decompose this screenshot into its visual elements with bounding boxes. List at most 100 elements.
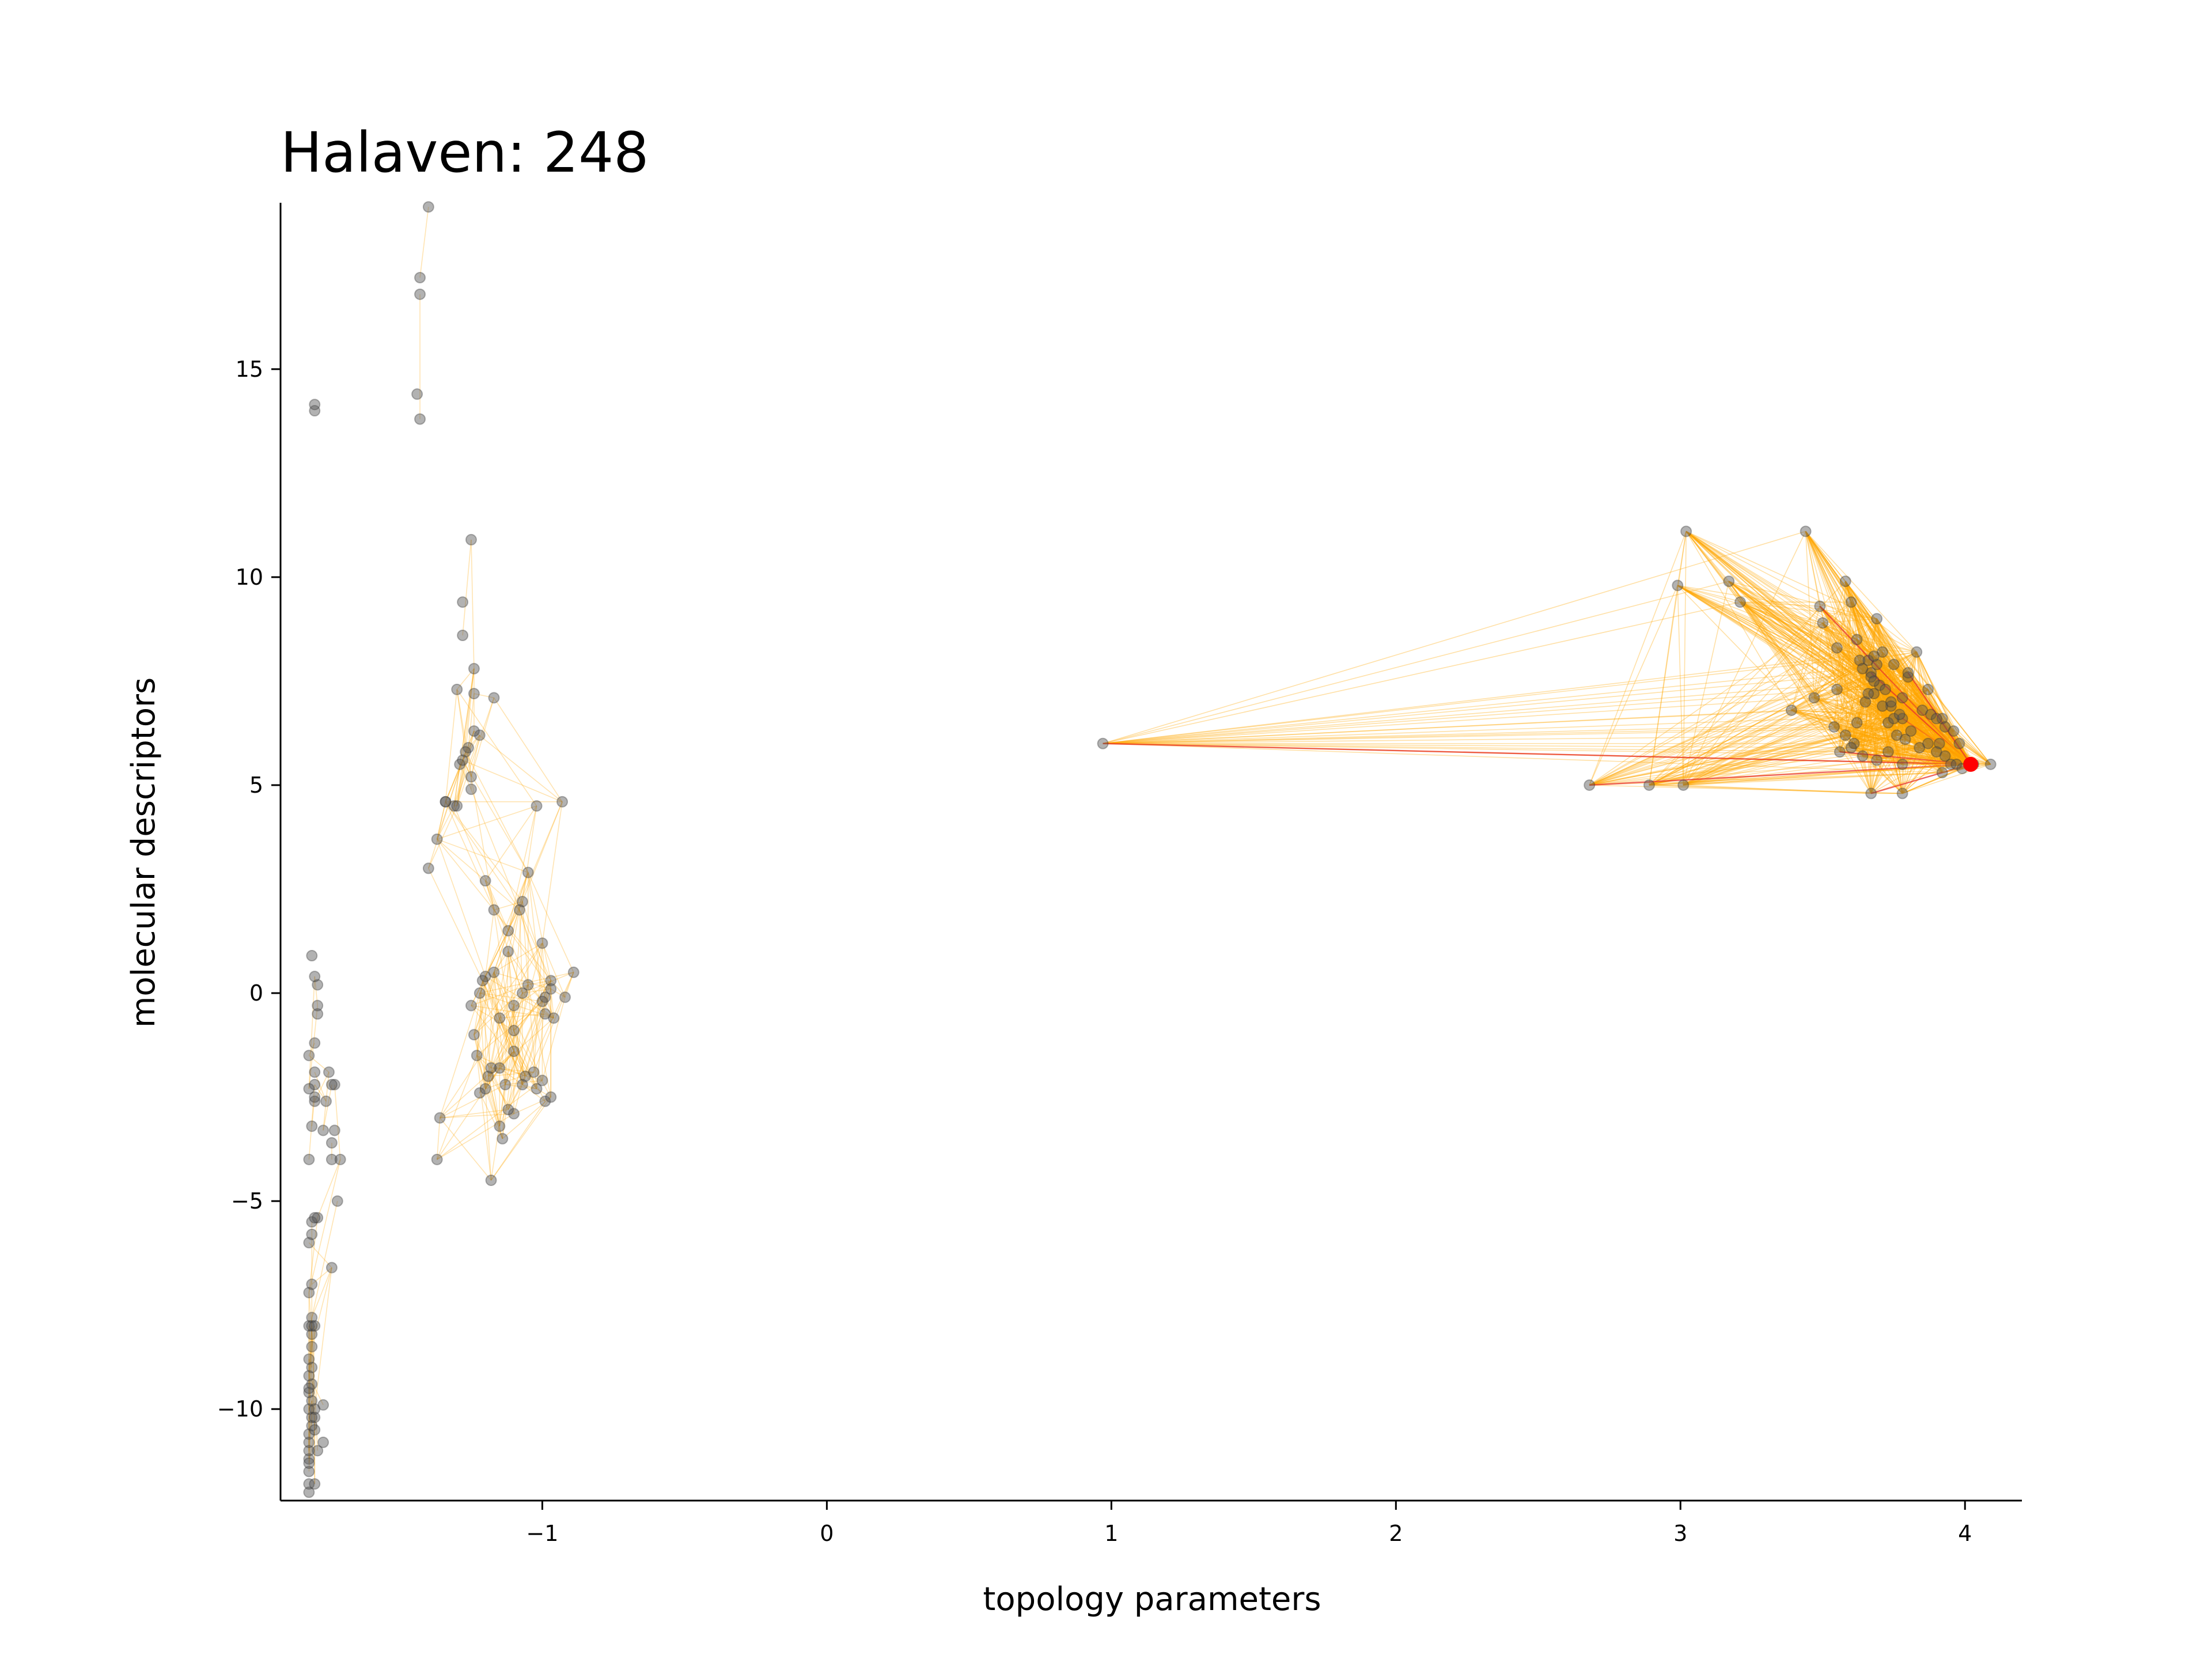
edge-line	[1876, 664, 1897, 736]
edge-line	[505, 1080, 543, 1085]
edge-line	[1589, 660, 1860, 786]
data-point	[312, 1211, 324, 1224]
edge-line	[1836, 684, 1880, 690]
edge-line	[499, 1018, 523, 1085]
edge-line	[541, 997, 566, 1081]
data-point	[306, 1340, 318, 1353]
data-point	[309, 399, 321, 411]
data-point	[451, 683, 463, 695]
edge-line	[1882, 706, 1889, 723]
data-point	[303, 1370, 315, 1382]
edge-line	[487, 980, 551, 1077]
edge-line	[1685, 531, 1874, 694]
edge-line	[507, 1076, 526, 1110]
edge-line	[436, 839, 486, 977]
highlight-edge	[1683, 763, 1971, 786]
edge-line	[453, 764, 460, 806]
data-point	[303, 1083, 315, 1095]
edge-line	[1870, 714, 1900, 794]
data-point	[476, 975, 488, 987]
edge-line	[308, 1388, 316, 1418]
edge-line	[476, 980, 483, 1056]
edge-line	[1836, 639, 1858, 690]
data-point	[1888, 713, 1900, 725]
data-point	[306, 950, 318, 962]
edge-line	[533, 943, 543, 1073]
edge-line	[436, 805, 455, 840]
data-point	[309, 1066, 321, 1078]
edge-line	[439, 1118, 492, 1181]
edge-line	[476, 976, 486, 1056]
edge-line	[1805, 531, 1858, 640]
edge-line	[1740, 601, 1877, 665]
edge-line	[1683, 772, 1942, 786]
edge-line	[494, 901, 523, 911]
data-point	[440, 796, 452, 808]
edge-line	[1882, 652, 1929, 690]
edge-line	[308, 1084, 316, 1160]
edge-line	[1728, 581, 1880, 686]
data-point	[522, 979, 534, 991]
edge-line	[440, 1113, 514, 1119]
edge-line	[1822, 623, 1838, 690]
edge-line	[1677, 585, 1946, 757]
edge-line	[465, 668, 475, 752]
edge-line	[445, 801, 523, 902]
edge-line	[1589, 722, 1889, 786]
highlight-edge	[1814, 697, 1971, 765]
edge-line	[1791, 689, 1838, 711]
data-point	[1871, 658, 1883, 671]
edge-line	[437, 839, 529, 873]
data-point	[1868, 675, 1880, 687]
edge-line	[1850, 602, 1872, 673]
data-point	[1862, 654, 1874, 666]
data-point	[1865, 666, 1877, 679]
edge-line	[1813, 623, 1824, 698]
data-point	[499, 1078, 512, 1090]
edge-line	[1728, 581, 1886, 690]
edge-line	[1834, 693, 1874, 728]
y-tick-label: −10	[217, 1396, 263, 1422]
data-point	[306, 1228, 318, 1240]
data-point	[325, 1137, 338, 1149]
data-point	[559, 991, 571, 1003]
edge-line	[1853, 702, 1866, 744]
edge-line	[474, 1035, 486, 1089]
edge-line	[1685, 531, 1920, 748]
edge-line	[471, 698, 495, 777]
data-point	[309, 1424, 321, 1436]
edge-line	[1685, 531, 1883, 653]
data-point	[1902, 666, 1914, 679]
edge-line	[493, 972, 543, 1081]
edge-line	[519, 910, 551, 981]
edge-line	[513, 1030, 537, 1089]
edge-line	[456, 698, 495, 806]
edge-line	[1589, 718, 1942, 786]
edge-line	[1677, 585, 1886, 690]
edge-line	[1649, 672, 1872, 786]
edge-line	[474, 1035, 501, 1127]
edge-line	[1683, 706, 1892, 786]
edge-line	[1685, 531, 1863, 756]
edge-line	[474, 980, 483, 1035]
edge-line	[453, 735, 480, 806]
edge-line	[1683, 751, 1840, 786]
edge-line	[484, 901, 523, 977]
edge-line	[1850, 601, 1895, 719]
edge-line	[311, 1200, 338, 1318]
edge-line	[1850, 601, 1897, 736]
edge-line	[1822, 622, 1863, 669]
data-point	[325, 1078, 338, 1090]
edge-line	[308, 1400, 313, 1410]
edge-line	[1819, 605, 1991, 765]
edge-line	[1589, 734, 1846, 786]
edge-line	[1836, 689, 1863, 756]
edge-line	[545, 1013, 554, 1019]
data-point	[468, 1029, 480, 1041]
edge-line	[499, 1013, 546, 1019]
edge-line	[1683, 706, 1883, 786]
data-point	[457, 596, 469, 608]
edge-line	[1103, 531, 1806, 744]
edge-line	[1873, 680, 1920, 748]
edge-line	[494, 942, 543, 973]
